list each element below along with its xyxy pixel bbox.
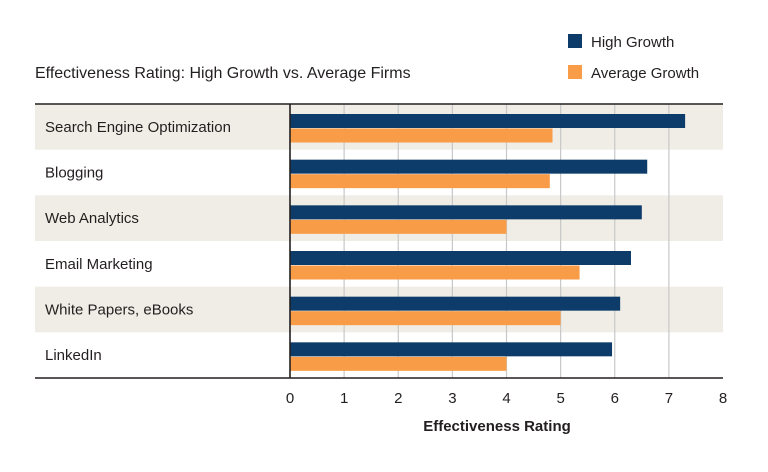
bar-high-growth-search-engine-optimization — [290, 114, 686, 128]
x-tick-labels: 0 1 2 3 4 5 6 7 8 — [286, 390, 727, 407]
x-tick-label-1: 1 — [340, 390, 348, 407]
category-label-web-analytics: Web Analytics — [45, 210, 139, 227]
x-tick-label-4: 4 — [502, 390, 510, 407]
bar-high-growth-email-marketing — [290, 251, 631, 265]
legend-label-average-growth: Average Growth — [591, 65, 699, 82]
legend-label-high-growth: High Growth — [591, 34, 674, 51]
gridlines — [343, 104, 670, 378]
x-axis-title: Effectiveness Rating — [423, 418, 571, 435]
chart-title: Effectiveness Rating: High Growth vs. Av… — [35, 65, 411, 82]
bars — [290, 114, 686, 371]
x-tick-label-7: 7 — [665, 390, 673, 407]
legend: High Growth Average Growth — [568, 34, 699, 82]
bar-high-growth-linkedin — [290, 342, 613, 357]
x-tick-label-3: 3 — [448, 390, 456, 407]
category-label-blogging: Blogging — [45, 165, 103, 182]
bar-average-growth-linkedin — [290, 356, 507, 371]
legend-swatch-average-growth — [568, 65, 582, 79]
bar-high-growth-white-papers-ebooks — [290, 296, 621, 311]
bar-average-growth-blogging — [290, 174, 550, 189]
bar-average-growth-search-engine-optimization — [290, 128, 553, 143]
x-tick-label-0: 0 — [286, 390, 294, 407]
category-label-white-papers-ebooks: White Papers, eBooks — [45, 302, 193, 319]
category-label-search-engine-optimization: Search Engine Optimization — [45, 119, 231, 136]
legend-swatch-high-growth — [568, 34, 582, 48]
category-labels: Search Engine Optimization Blogging Web An… — [45, 119, 231, 364]
category-label-linkedin: LinkedIn — [45, 347, 102, 364]
x-tick-label-6: 6 — [611, 390, 619, 407]
x-tick-label-8: 8 — [719, 390, 727, 407]
x-tick-label-2: 2 — [394, 390, 402, 407]
x-tick-label-5: 5 — [556, 390, 564, 407]
bar-average-growth-email-marketing — [290, 265, 580, 280]
bar-high-growth-web-analytics — [290, 205, 642, 220]
bar-high-growth-blogging — [290, 159, 648, 174]
category-label-email-marketing: Email Marketing — [45, 256, 153, 273]
bar-average-growth-white-papers-ebooks — [290, 311, 561, 326]
bar-average-growth-web-analytics — [290, 219, 507, 234]
